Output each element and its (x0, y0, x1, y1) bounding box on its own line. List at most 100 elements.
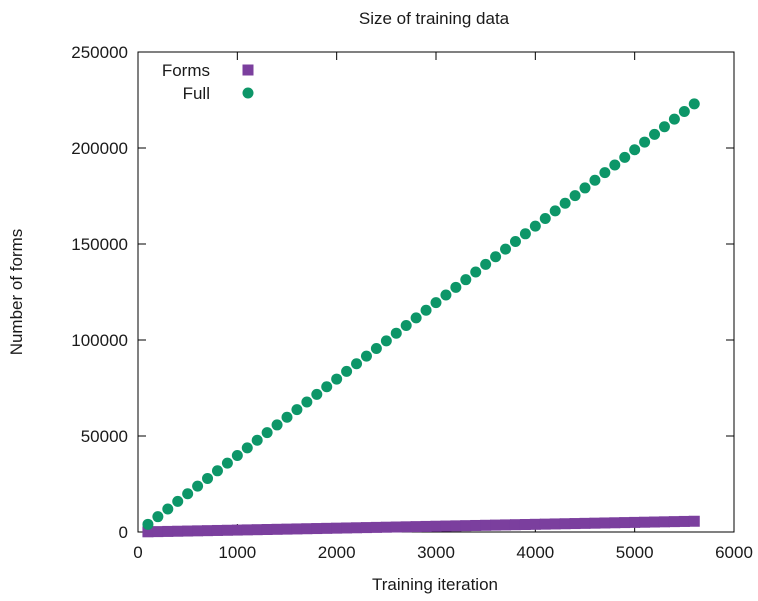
data-point-full (211, 465, 223, 477)
y-axis-label: Number of forms (7, 229, 26, 356)
data-point-full (251, 434, 263, 446)
data-point-forms (370, 521, 382, 533)
data-point-full (658, 121, 670, 133)
data-point-full (500, 243, 512, 255)
x-tick-label: 2000 (318, 543, 356, 562)
data-point-full (321, 381, 333, 393)
data-point-full (221, 457, 233, 469)
data-point-forms (271, 523, 283, 535)
x-axis-label: Training iteration (372, 575, 498, 594)
data-point-full (400, 320, 412, 332)
data-point-forms (420, 520, 432, 532)
data-point-forms (639, 516, 651, 528)
data-point-full (142, 518, 154, 530)
data-point-full (668, 113, 680, 125)
data-point-full (291, 404, 303, 416)
data-point-forms (519, 519, 531, 531)
x-tick-label: 6000 (715, 543, 753, 562)
data-point-full (281, 411, 293, 423)
data-point-full (579, 182, 591, 194)
data-point-forms (549, 518, 561, 530)
data-point-forms (589, 517, 601, 529)
data-point-forms (668, 516, 680, 528)
data-point-full (351, 358, 363, 370)
legend-marker-forms (242, 64, 254, 76)
data-point-full (410, 312, 422, 324)
data-point-full (182, 488, 194, 500)
data-point-forms (658, 516, 670, 528)
data-point-forms (400, 521, 412, 533)
data-point-full (172, 495, 184, 507)
data-point-forms (470, 519, 482, 531)
data-point-full (261, 427, 273, 439)
data-point-forms (609, 517, 621, 529)
data-point-forms (450, 520, 462, 532)
x-tick-label: 4000 (516, 543, 554, 562)
data-point-full (360, 350, 372, 362)
data-point-forms (311, 523, 323, 535)
data-point-full (202, 472, 214, 484)
data-point-forms (410, 521, 422, 533)
data-point-forms (221, 524, 233, 536)
data-point-forms (430, 520, 442, 532)
y-tick-label: 250000 (71, 43, 128, 62)
data-point-full (301, 396, 313, 408)
data-point-full (599, 167, 611, 179)
x-tick-label: 0 (133, 543, 142, 562)
data-point-full (688, 98, 700, 110)
data-point-full (529, 220, 541, 232)
data-point-forms (211, 524, 223, 536)
data-point-full (420, 304, 432, 316)
data-point-forms (152, 526, 164, 538)
data-point-forms (490, 519, 502, 531)
legend-label-full: Full (183, 84, 210, 103)
data-point-full (460, 274, 472, 286)
series-full (142, 98, 700, 530)
data-point-full (539, 213, 551, 225)
data-point-forms (192, 525, 204, 537)
data-point-forms (182, 525, 194, 537)
data-point-forms (688, 515, 700, 527)
data-point-forms (678, 515, 690, 527)
data-point-forms (380, 521, 392, 533)
data-point-full (470, 266, 482, 278)
data-point-forms (241, 524, 253, 536)
data-point-forms (440, 520, 452, 532)
data-point-forms (629, 516, 641, 528)
data-point-forms (281, 523, 293, 535)
data-point-forms (321, 522, 333, 534)
data-point-full (678, 105, 690, 117)
data-point-forms (231, 524, 243, 536)
data-point-forms (460, 520, 472, 532)
legend: Forms Full (162, 61, 254, 103)
data-point-forms (579, 517, 591, 529)
data-point-full (549, 205, 561, 217)
data-point-forms (500, 519, 512, 531)
chart-title: Size of training data (359, 9, 510, 28)
series-forms (142, 515, 700, 538)
data-point-forms (142, 526, 154, 538)
y-tick-label: 200000 (71, 139, 128, 158)
data-point-forms (162, 525, 174, 537)
data-point-full (559, 197, 571, 209)
data-point-full (380, 335, 392, 347)
data-point-forms (360, 522, 372, 534)
data-point-full (519, 228, 531, 240)
data-point-full (370, 342, 382, 354)
data-point-forms (301, 523, 313, 535)
data-point-forms (351, 522, 363, 534)
data-point-forms (509, 519, 521, 531)
data-point-forms (529, 518, 541, 530)
data-point-full (619, 151, 631, 163)
data-point-full (311, 388, 323, 400)
data-point-forms (390, 521, 402, 533)
data-point-forms (251, 524, 263, 536)
x-tick-label: 1000 (218, 543, 256, 562)
data-point-full (450, 281, 462, 293)
data-point-full (629, 144, 641, 156)
data-point-forms (569, 518, 581, 530)
data-point-forms (341, 522, 353, 534)
y-axis: 0 50000 100000 150000 200000 250000 (71, 43, 734, 542)
